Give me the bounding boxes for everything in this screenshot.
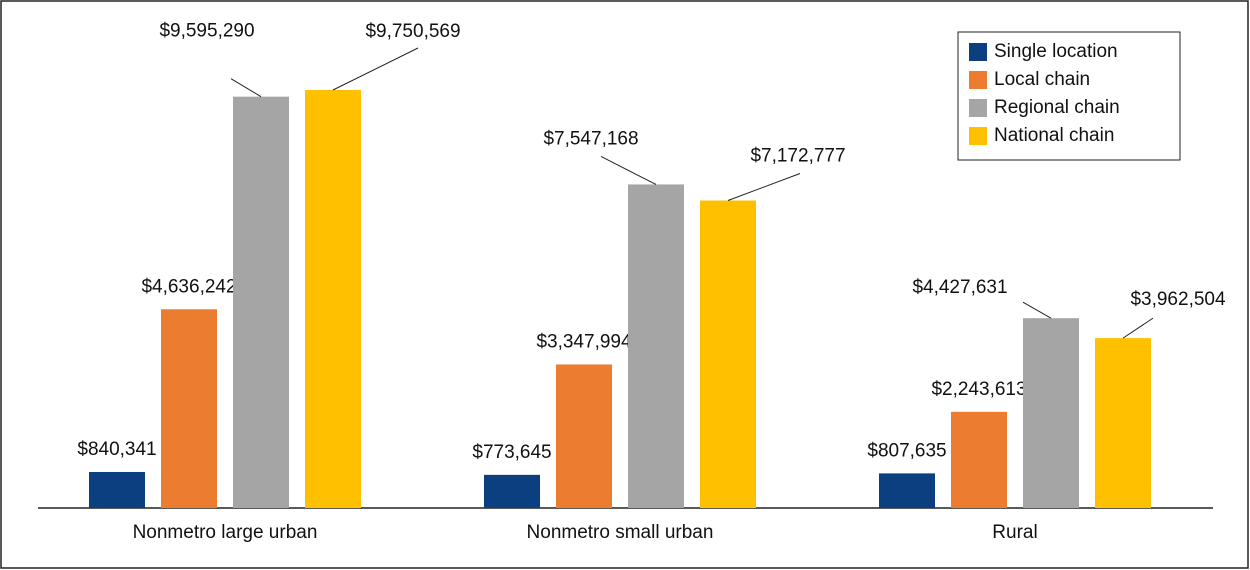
legend-swatch bbox=[969, 99, 987, 117]
bar bbox=[1023, 318, 1079, 508]
legend-swatch bbox=[969, 43, 987, 61]
bar bbox=[89, 471, 145, 508]
x-tick-label: Nonmetro large urban bbox=[133, 522, 318, 543]
bar bbox=[951, 411, 1007, 508]
bar bbox=[1095, 338, 1151, 508]
value-label: $7,547,168 bbox=[543, 128, 638, 149]
value-label: $3,962,504 bbox=[1130, 289, 1226, 310]
value-label: $9,595,290 bbox=[159, 21, 254, 42]
legend-label: Regional chain bbox=[994, 97, 1120, 118]
value-label: $807,635 bbox=[867, 440, 946, 461]
bar bbox=[700, 200, 756, 508]
value-label: $840,341 bbox=[77, 439, 156, 460]
legend-box bbox=[957, 31, 1181, 161]
value-label: $2,243,613 bbox=[931, 379, 1026, 400]
value-label: $7,172,777 bbox=[750, 146, 845, 167]
bar bbox=[628, 184, 684, 508]
bar bbox=[484, 474, 540, 508]
legend-label: Single location bbox=[994, 41, 1118, 62]
leader-line bbox=[332, 47, 419, 91]
x-tick-label: Rural bbox=[992, 522, 1037, 543]
value-label: $4,427,631 bbox=[912, 277, 1007, 298]
value-label: $9,750,569 bbox=[365, 21, 460, 42]
bar bbox=[161, 309, 217, 508]
leader-line bbox=[1122, 317, 1154, 339]
leader-line bbox=[727, 173, 801, 201]
legend-label: Local chain bbox=[994, 69, 1090, 90]
bar bbox=[879, 473, 935, 508]
x-tick-label: Nonmetro small urban bbox=[527, 522, 714, 543]
legend-swatch bbox=[969, 71, 987, 89]
bar bbox=[556, 364, 612, 508]
legend-swatch bbox=[969, 127, 987, 145]
bar bbox=[305, 90, 361, 508]
bar bbox=[233, 96, 289, 508]
value-label: $773,645 bbox=[472, 442, 551, 463]
leader-line bbox=[1022, 301, 1052, 319]
value-label: $4,636,242 bbox=[141, 276, 236, 297]
value-label: $3,347,994 bbox=[536, 331, 632, 352]
leader-line bbox=[600, 156, 657, 185]
leader-line bbox=[230, 78, 262, 98]
legend-label: National chain bbox=[994, 125, 1114, 146]
